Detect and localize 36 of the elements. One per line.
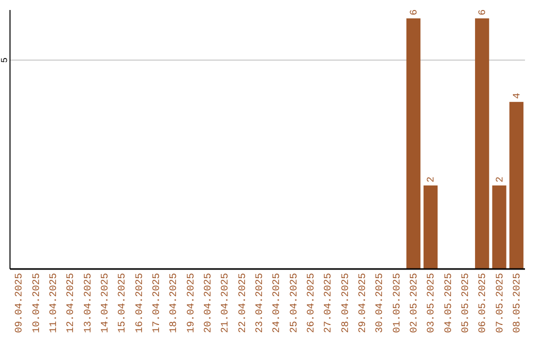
x-tick-label: 09.04.2025 <box>14 273 26 334</box>
y-tick-label: 5 <box>0 57 10 63</box>
x-tick-label: 30.04.2025 <box>375 273 386 334</box>
x-tick-label: 18.04.2025 <box>169 273 180 334</box>
x-tick-label: 20.04.2025 <box>203 273 214 334</box>
x-tick-label: 06.05.2025 <box>478 273 490 334</box>
x-tick-label: 01.05.2025 <box>392 273 404 334</box>
x-tick-label: 29.04.2025 <box>358 273 369 334</box>
x-tick-label: 10.04.2025 <box>32 273 43 334</box>
x-tick-label: 07.05.2025 <box>495 273 506 334</box>
x-tick-label: 12.04.2025 <box>66 273 78 334</box>
x-tick-label: 05.05.2025 <box>460 273 472 334</box>
x-tick-label: 15.04.2025 <box>118 273 129 334</box>
x-tick-label: 13.04.2025 <box>83 273 94 334</box>
data-label: 6 <box>409 9 420 16</box>
x-tick-label: 25.04.2025 <box>289 273 300 334</box>
x-tick-label: 08.05.2025 <box>512 273 524 334</box>
x-tick-label: 27.04.2025 <box>324 273 335 334</box>
x-tick-label: 21.04.2025 <box>220 273 232 334</box>
x-tick-label: 16.04.2025 <box>134 273 146 334</box>
x-tick-label: 19.04.2025 <box>186 273 198 334</box>
x-tick-label: 02.05.2025 <box>409 273 420 334</box>
data-label: 2 <box>495 176 506 182</box>
x-tick-label: 11.04.2025 <box>48 273 60 334</box>
x-tick-label: 23.04.2025 <box>254 273 266 334</box>
data-label: 4 <box>512 92 524 99</box>
data-label: 2 <box>426 176 438 182</box>
x-tick-label: 26.04.2025 <box>306 273 318 334</box>
x-tick-label: 04.05.2025 <box>444 273 455 334</box>
x-tick-label: 17.04.2025 <box>152 273 163 334</box>
x-tick-label: 22.04.2025 <box>238 273 249 334</box>
x-tick-label: 14.04.2025 <box>100 273 112 334</box>
data-label: 6 <box>478 9 490 16</box>
x-tick-label: 28.04.2025 <box>340 273 352 334</box>
x-tick-label: 03.05.2025 <box>426 273 438 334</box>
x-tick-label: 24.04.2025 <box>272 273 284 334</box>
